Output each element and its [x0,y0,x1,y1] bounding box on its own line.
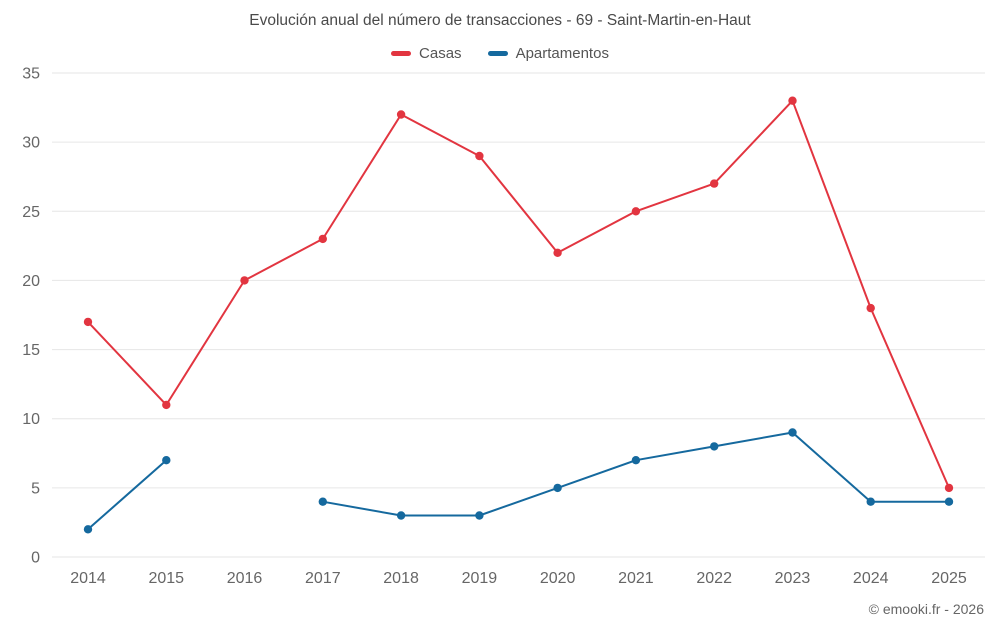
x-tick-label: 2019 [462,570,498,587]
y-tick-label: 30 [22,135,40,152]
x-tick-label: 2014 [70,570,106,587]
legend: Casas Apartamentos [0,45,1000,62]
y-tick-label: 35 [22,66,40,83]
series-line-casas [87,99,950,489]
series-line-apartamentos [321,431,950,517]
x-tick-label: 2017 [305,570,341,587]
credit-text: © emooki.fr - 2026 [868,601,984,617]
data-point-casas[interactable] [788,96,797,105]
data-point-apartamentos[interactable] [83,525,93,534]
data-point-apartamentos[interactable] [553,483,562,493]
data-point-casas[interactable] [162,400,171,410]
data-point-casas[interactable] [944,483,954,493]
legend-swatch-icon [487,51,508,56]
x-tick-label: 2015 [148,570,184,587]
legend-swatch-icon [391,51,412,56]
data-point-apartamentos[interactable] [396,511,406,520]
x-tick-label: 2022 [696,570,732,587]
chart-title: Evolución anual del número de transaccio… [249,12,751,29]
data-point-casas[interactable] [710,179,719,188]
data-point-casas[interactable] [396,110,406,119]
data-point-casas[interactable] [631,207,641,216]
data-point-casas[interactable] [83,317,93,327]
y-tick-label: 10 [22,411,40,428]
data-point-apartamentos[interactable] [631,456,641,465]
x-tick-label: 2018 [383,570,419,587]
data-point-apartamentos[interactable] [866,497,875,506]
legend-label: Apartamentos [515,45,609,62]
y-tick-label: 20 [22,273,40,290]
legend-item-apartamentos[interactable]: Apartamentos [487,45,609,62]
legend-label: Casas [419,45,462,62]
x-tick-label: 2016 [227,570,263,587]
x-tick-label: 2020 [540,570,576,587]
data-point-casas[interactable] [318,234,327,244]
data-point-apartamentos[interactable] [944,497,954,506]
data-point-casas[interactable] [866,303,875,313]
x-tick-label: 2021 [618,570,654,587]
y-tick-label: 25 [22,204,40,221]
data-point-apartamentos[interactable] [162,456,171,465]
data-point-casas[interactable] [553,248,562,257]
y-tick-label: 0 [31,550,40,567]
x-tick-label: 2024 [853,570,889,587]
series-line-apartamentos [87,459,168,531]
data-point-apartamentos[interactable] [788,428,797,437]
data-point-casas[interactable] [475,151,484,161]
data-point-casas[interactable] [240,276,249,285]
data-point-apartamentos[interactable] [710,442,719,451]
x-tick-label: 2023 [775,570,811,587]
legend-item-casas[interactable]: Casas [391,45,462,62]
data-point-apartamentos[interactable] [318,497,327,506]
x-tick-label: 2025 [931,570,967,587]
y-tick-label: 5 [31,480,40,497]
data-point-apartamentos[interactable] [475,511,484,520]
y-tick-label: 15 [22,342,40,359]
